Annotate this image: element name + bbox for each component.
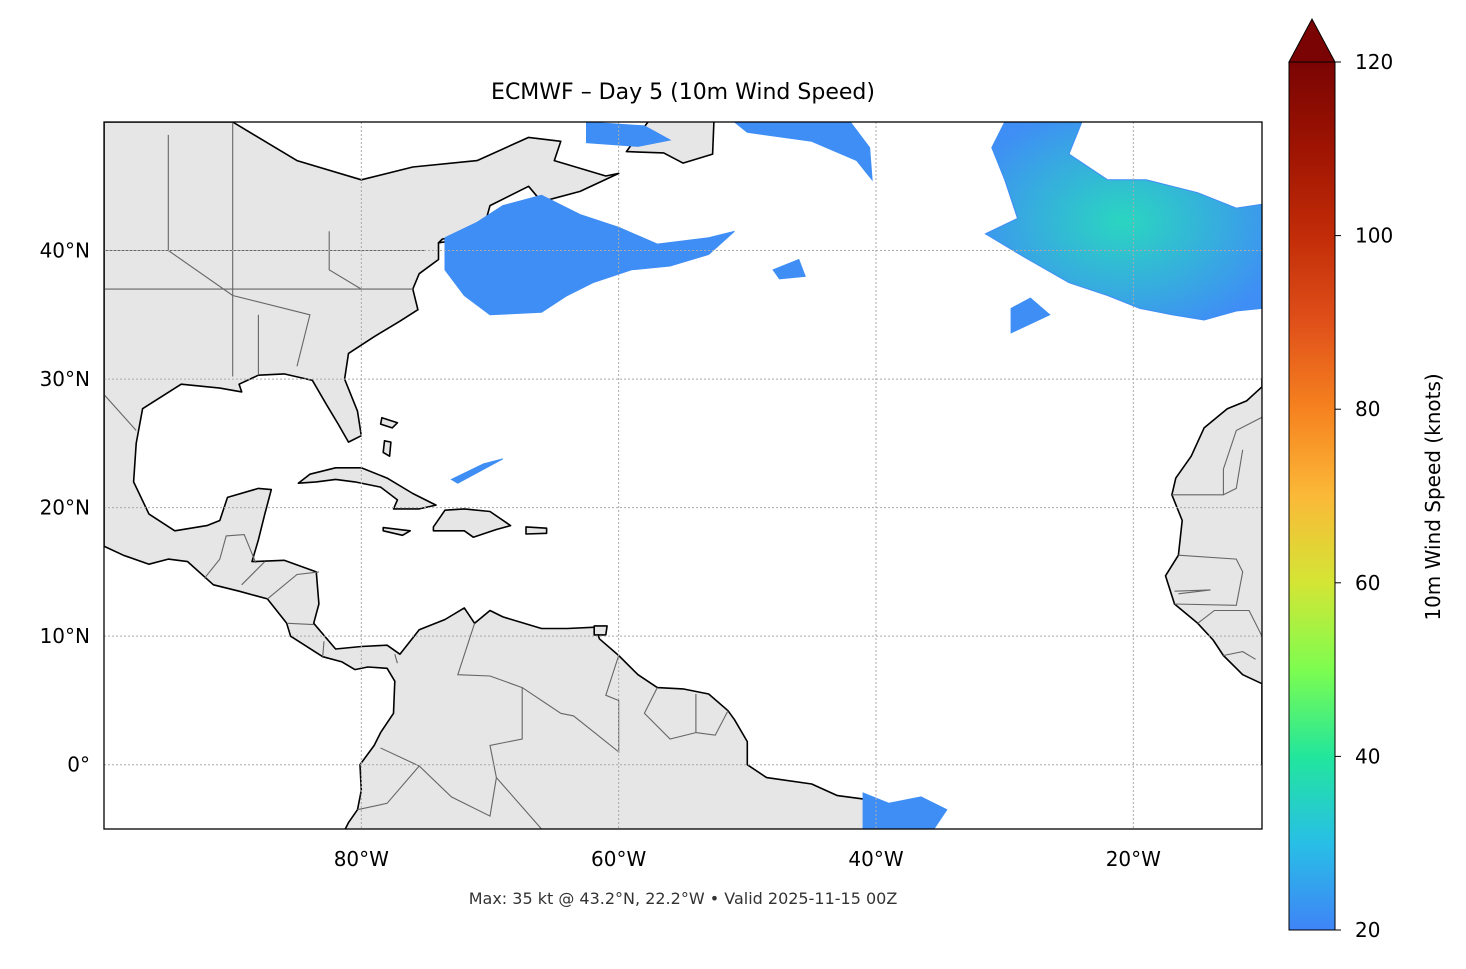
wind-speed-area	[984, 122, 1262, 321]
border-line	[1197, 609, 1262, 637]
landmass-bahamas	[379, 416, 399, 429]
y-axis-ticks: 0° 10°N 20°N 30°N 40°N	[40, 239, 90, 777]
colorbar-label: 10m Wind Speed (knots)	[1421, 373, 1445, 620]
colorbar-tick-label: 80	[1355, 397, 1380, 421]
border-line	[322, 641, 325, 657]
gridlines	[104, 122, 1262, 829]
y-tick-label: 10°N	[40, 624, 90, 648]
y-tick-label: 0°	[67, 753, 90, 777]
wind-speed-area	[450, 458, 504, 484]
colorbar-gradient	[1288, 61, 1336, 931]
landmass-africa	[1164, 375, 1262, 766]
border-line	[1171, 416, 1262, 496]
landmass-andros	[382, 439, 392, 458]
map-frame	[103, 121, 1263, 830]
border-line	[1174, 589, 1211, 595]
footer-text: Max: 35 kt @ 43.2°N, 22.2°W • Valid 2025…	[469, 889, 898, 908]
border-line	[267, 571, 319, 600]
wind-speed-area	[444, 194, 735, 316]
colorbar: 20 40 60 80 100 120 10m Wind Speed (knots)	[1288, 17, 1445, 942]
landmass-cuba	[297, 466, 437, 510]
x-tick-label: 60°W	[591, 847, 646, 871]
y-tick-label: 30°N	[40, 367, 90, 391]
border-line	[695, 710, 729, 736]
border-line	[328, 231, 362, 290]
y-tick-label: 20°N	[40, 496, 90, 520]
colorbar-extend-triangle	[1288, 17, 1336, 63]
landmass-trinidad	[593, 625, 608, 636]
border-line	[241, 561, 266, 586]
border-line	[495, 777, 542, 829]
x-axis-ticks: 80°W 60°W 40°W 20°W	[334, 847, 1161, 871]
wind-speed-area	[1010, 297, 1051, 334]
wind-speed-area	[862, 792, 948, 829]
colorbar-tick-label: 120	[1355, 50, 1393, 74]
border-line	[380, 623, 523, 817]
border-line	[1223, 449, 1244, 496]
colorbar-tick-label: 40	[1355, 744, 1380, 768]
border-line	[287, 622, 314, 626]
border-line	[104, 394, 137, 431]
x-tick-label: 40°W	[848, 847, 903, 871]
border-line	[1174, 554, 1244, 606]
x-tick-label: 20°W	[1106, 847, 1161, 871]
landmass-puerto-rico	[525, 526, 548, 535]
border-line	[643, 687, 697, 740]
colorbar-tick-label: 60	[1355, 571, 1380, 595]
colorbar-tick-label: 20	[1355, 918, 1380, 942]
wind-speed-area	[586, 122, 672, 147]
colorbar-tick-label: 100	[1355, 224, 1393, 248]
wind-layer	[444, 122, 1262, 829]
border-line	[357, 765, 420, 811]
wind-speed-area	[772, 258, 806, 280]
x-tick-label: 80°W	[334, 847, 389, 871]
y-tick-label: 40°N	[40, 239, 90, 263]
land-layer	[104, 122, 1262, 829]
landmass-hispaniola	[432, 508, 512, 539]
landmass-jamaica	[382, 526, 412, 537]
border-line	[1223, 651, 1256, 660]
wind-speed-area	[733, 122, 873, 182]
colorbar-ticks: 20 40 60 80 100 120	[1335, 50, 1393, 942]
border-line	[203, 534, 257, 579]
border-line	[394, 654, 398, 664]
map-title: ECMWF – Day 5 (10m Wind Speed)	[491, 80, 875, 105]
